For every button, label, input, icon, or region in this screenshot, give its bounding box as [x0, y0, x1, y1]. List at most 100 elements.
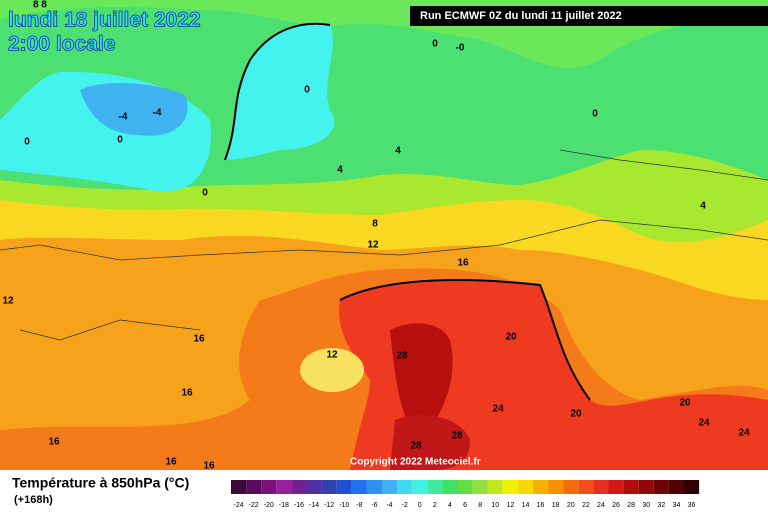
title: lundi 18 juillet 2022	[8, 9, 201, 32]
run-box	[410, 6, 768, 26]
scale-label: 36	[688, 502, 696, 509]
contour-label: 0	[592, 109, 598, 120]
scale-label: -16	[294, 502, 304, 509]
contour-label: 28	[410, 441, 422, 452]
legend-title: Température à 850hPa (°C)	[12, 475, 189, 491]
scale-swatch	[593, 480, 609, 494]
run-label: Run ECMWF 0Z du lundi 11 juillet 2022	[420, 10, 622, 22]
scale-label: -12	[324, 502, 334, 509]
contour-label: 28	[396, 351, 408, 362]
scale-swatch	[412, 480, 428, 494]
legend-lead: (+168h)	[14, 494, 53, 506]
contour-label: 0	[202, 188, 208, 199]
contour-label: 16	[203, 461, 215, 472]
scale-label: 32	[657, 502, 665, 509]
scale-swatch	[487, 480, 503, 494]
zone-paleyellow	[300, 348, 364, 392]
scale-swatch	[517, 480, 533, 494]
scale-label: -2	[402, 502, 408, 509]
contour-label: -4	[119, 112, 128, 123]
contour-labels: 8 8 0 -0 -4 -4 0 0 0 0 4 4 0 8 12 16 4 12 16 12 28 20 16 24 20 2…	[2, 0, 750, 472]
scale-label: 12	[506, 502, 514, 509]
contour-label: 24	[738, 428, 750, 439]
contour-label: -4	[153, 108, 162, 119]
contour-label: 0	[24, 137, 30, 148]
contour-label: 28	[451, 431, 463, 442]
scale-label: 30	[642, 502, 650, 509]
scale-label: 0	[418, 502, 422, 509]
contour-label: 12	[2, 296, 14, 307]
scale-label: 24	[597, 502, 605, 509]
scale-swatch	[306, 480, 322, 494]
scale-swatch	[291, 480, 307, 494]
scale-swatch	[533, 480, 549, 494]
map	[0, 0, 768, 470]
scale-label: 10	[491, 502, 499, 509]
zone-blue	[80, 83, 188, 136]
copyright: Copyright 2022 Meteociel.fr	[350, 457, 481, 468]
scale-label: 16	[537, 502, 545, 509]
scale-label: 2	[433, 502, 437, 509]
contour-label: 20	[505, 332, 517, 343]
scale-swatch	[246, 480, 262, 494]
scale-swatch	[261, 480, 277, 494]
scale-label: 8	[478, 502, 482, 509]
scale-label: -24	[233, 502, 243, 509]
contour-label: 4	[337, 165, 343, 176]
contour-label: 12	[326, 350, 338, 361]
zone-darkred	[390, 323, 453, 440]
contour-label: 24	[698, 418, 710, 429]
scale-label: 34	[673, 502, 681, 509]
scale-swatch	[548, 480, 564, 494]
scale-swatch	[351, 480, 367, 494]
scale-swatch	[382, 480, 398, 494]
scale-label: -4	[386, 502, 392, 509]
scale-swatch	[623, 480, 639, 494]
scale-swatch	[578, 480, 594, 494]
contour-label: 20	[679, 398, 691, 409]
contour-label: 8 8	[33, 0, 47, 11]
scale-swatch	[276, 480, 292, 494]
scale-swatch	[472, 480, 488, 494]
isotherm-0	[224, 22, 331, 161]
scale-swatch	[366, 480, 382, 494]
subtitle: 2:00 locale	[8, 33, 115, 56]
scale-label: 6	[463, 502, 467, 509]
zone-darkred2	[390, 415, 470, 470]
scale-label: -20	[264, 502, 274, 509]
contour-label: 20	[570, 409, 582, 420]
scale-swatch	[608, 480, 624, 494]
scale-label: -22	[249, 502, 259, 509]
contour-label: 16	[165, 457, 177, 468]
contour-label: 16	[193, 334, 205, 345]
scale-swatch	[442, 480, 458, 494]
scale-swatch	[502, 480, 518, 494]
contour-label: 12	[367, 240, 379, 251]
scale-swatch	[684, 480, 700, 494]
scale-label: -10	[339, 502, 349, 509]
scale-label: 4	[448, 502, 452, 509]
scale-swatch	[638, 480, 654, 494]
scale-label: -6	[371, 502, 377, 509]
scale-swatch	[427, 480, 443, 494]
scale-label: 20	[567, 502, 575, 509]
contour-label: 0	[304, 85, 310, 96]
contour-label: 24	[492, 404, 504, 415]
contour-label: 0	[117, 135, 123, 146]
scale-label: 28	[627, 502, 635, 509]
coastlines	[0, 149, 768, 341]
scale-label: 18	[552, 502, 560, 509]
scale-label: 14	[522, 502, 530, 509]
contour-label: 8	[372, 219, 378, 230]
contour-label: 16	[181, 388, 193, 399]
scale-label: -8	[356, 502, 362, 509]
scale-swatch	[563, 480, 579, 494]
color-scale: -24 -22 -20 -18 -16 -14 -12 -10 -8 -6 -4 -2 0 2 4 6 8 10 1…	[231, 480, 700, 509]
scale-label: 26	[612, 502, 620, 509]
scale-swatch	[668, 480, 684, 494]
scale-swatch	[653, 480, 669, 494]
contour-label: 4	[700, 201, 706, 212]
scale-label: -18	[279, 502, 289, 509]
contour-label: 16	[48, 437, 60, 448]
scale-swatch	[321, 480, 337, 494]
